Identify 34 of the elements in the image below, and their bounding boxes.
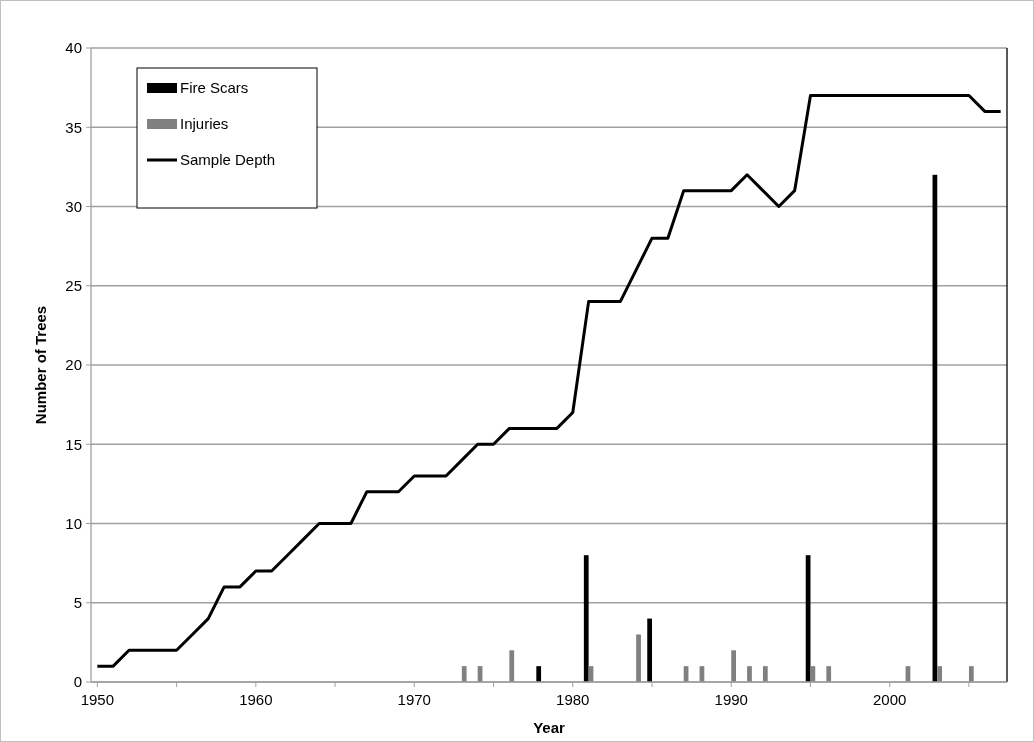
line-series	[95, 94, 1003, 668]
bar	[937, 666, 943, 682]
x-tick-label: 1960	[239, 691, 273, 708]
y-tick-label: 25	[65, 277, 82, 294]
bar	[968, 666, 974, 682]
x-tick-label: 1950	[80, 691, 115, 708]
bar	[509, 650, 515, 682]
y-tick-label: 30	[65, 197, 82, 215]
bar	[747, 666, 752, 682]
y-tick-label: 15	[65, 435, 82, 453]
bar	[583, 555, 589, 682]
bar	[826, 666, 832, 682]
bar	[636, 634, 641, 682]
bar	[762, 666, 768, 682]
x-axis-title: Year	[533, 719, 566, 736]
bar	[731, 650, 736, 682]
bar	[461, 666, 467, 682]
y-tick-label: 0	[73, 673, 82, 691]
legend-label: Sample Depth	[180, 151, 276, 169]
x-tick-label: 1990	[714, 691, 748, 708]
legend-label: Fire Scars	[180, 79, 249, 97]
bar	[536, 666, 542, 682]
y-tick-label: 40	[65, 39, 82, 57]
y-tick-label: 10	[65, 514, 82, 532]
y-axis-title: Number of Trees	[32, 305, 49, 425]
y-tick-label: 5	[73, 594, 82, 611]
x-tick-label: 2000	[873, 691, 907, 708]
y-tick-label: 35	[65, 118, 82, 136]
x-tick-label: 1980	[556, 691, 590, 708]
x-tick-label: 1970	[397, 691, 431, 708]
bar	[810, 666, 816, 682]
legend-label: Injuries	[180, 115, 229, 133]
bar	[647, 618, 653, 682]
y-tick-label: 20	[65, 356, 82, 374]
